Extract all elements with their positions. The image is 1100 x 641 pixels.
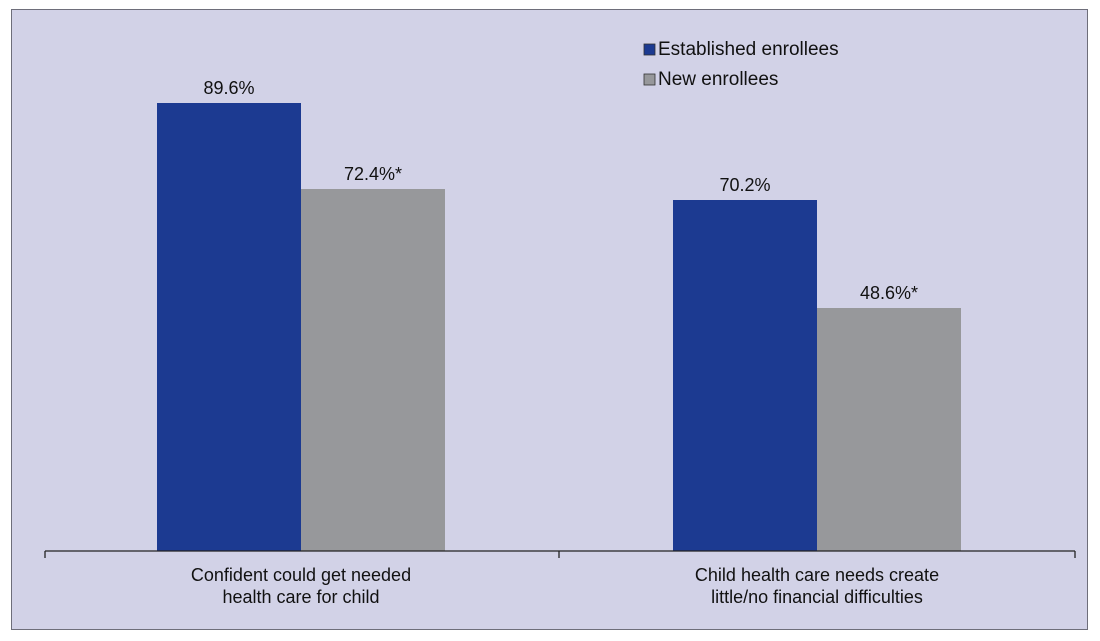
category-label-2: Child health care needs create little/no … — [695, 565, 939, 607]
bar-new-2 — [817, 308, 961, 551]
bar-chart: 89.6% 70.2% 72.4%* 48.6%* Confident could ge… — [44, 39, 1076, 607]
data-label-established-1: 89.6% — [203, 78, 254, 98]
legend-swatch-new — [643, 73, 656, 86]
legend-swatch-established — [643, 43, 656, 56]
category-label-line: little/no financial difficulties — [711, 587, 923, 607]
bar-established-2 — [673, 200, 817, 551]
data-label-new-2: 48.6%* — [860, 283, 918, 303]
bar-established-1 — [157, 103, 301, 551]
chart-frame: 89.6% 70.2% 72.4%* 48.6%* Confident could ge… — [11, 9, 1088, 630]
category-label-line: health care for child — [222, 587, 379, 607]
bar-new-1 — [301, 189, 445, 551]
legend-label-established: Established enrollees — [658, 39, 839, 60]
category-label-line: Confident could get needed — [191, 565, 411, 585]
legend-label-new: New enrollees — [658, 69, 778, 90]
data-label-established-2: 70.2% — [719, 175, 770, 195]
category-label-1: Confident could get needed health care fo… — [191, 565, 411, 607]
category-label-line: Child health care needs create — [695, 565, 939, 585]
data-label-new-1: 72.4%* — [344, 164, 402, 184]
